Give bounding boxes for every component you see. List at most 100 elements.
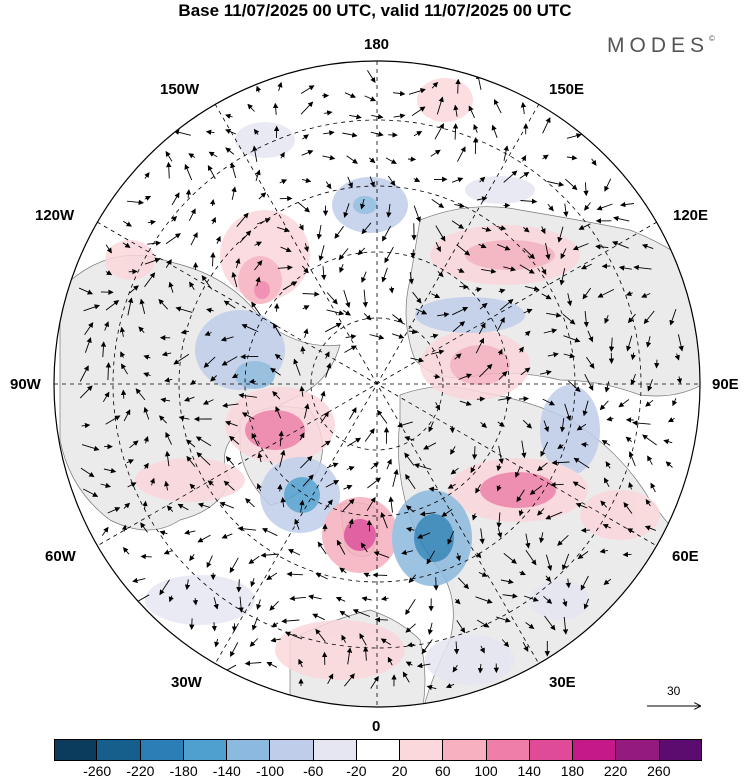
wind-vector: [557, 443, 564, 450]
wind-vector: [416, 662, 431, 669]
colorbar-cell: [529, 739, 574, 761]
wind-vector: [447, 483, 456, 489]
wind-vector: [223, 480, 235, 491]
wind-vector: [525, 550, 537, 566]
graticule: [54, 61, 700, 707]
wind-vector: [241, 324, 259, 333]
wind-vector: [402, 671, 410, 683]
wind-vector: [408, 328, 418, 335]
wind-vector: [575, 502, 588, 509]
wind-vector: [519, 171, 530, 179]
colorbar-cell: [227, 739, 271, 761]
wind-vector: [479, 645, 485, 654]
wind-vector: [188, 208, 196, 222]
wind-vector: [480, 421, 487, 428]
wind-vector: [84, 337, 92, 353]
wind-vector: [608, 337, 615, 352]
wind-vector: [515, 467, 521, 478]
wind-vector: [560, 248, 567, 260]
wind-vector: [103, 321, 109, 331]
wind-vector: [303, 328, 309, 338]
wind-vector: [261, 528, 278, 537]
wind-vector: [391, 333, 405, 339]
wind-vector: [327, 673, 334, 685]
wind-vector: [255, 85, 262, 93]
wind-vector: [647, 379, 653, 392]
wind-vector: [413, 177, 421, 182]
wind-vector: [454, 202, 466, 209]
wind-vector: [144, 195, 152, 201]
wind-vector: [576, 423, 587, 431]
wind-vector: [82, 488, 99, 497]
wind-vector: [140, 522, 148, 533]
wind-vector: [361, 596, 372, 602]
map-boundary: [53, 60, 701, 708]
wind-vector: [303, 243, 310, 253]
wind-vector: [435, 402, 441, 411]
wind-vector: [407, 156, 417, 162]
wind-vector: [437, 270, 444, 278]
wind-vector: [583, 311, 589, 328]
wind-vector: [564, 178, 578, 191]
wind-vector: [369, 157, 376, 164]
wind-vector: [289, 595, 306, 602]
wind-vector: [479, 528, 485, 545]
wind-vector: [221, 356, 238, 366]
wind-vector: [577, 551, 589, 560]
wind-vector: [225, 456, 235, 466]
wind-vector: [223, 300, 236, 309]
wind-vector: [184, 163, 193, 181]
wind-vector: [369, 334, 385, 340]
wind-vector: [342, 310, 351, 316]
wind-vector: [491, 124, 498, 138]
colorbar-tick-label: 260: [647, 763, 671, 779]
wind-vector: [250, 578, 256, 588]
wind-vector: [476, 396, 486, 402]
colorbar-tick-label: -260: [83, 763, 112, 779]
wind-vector: [541, 293, 552, 300]
wind-vector: [302, 305, 310, 311]
wind-vector: [674, 353, 680, 361]
wind-vector: [537, 508, 545, 516]
wind-vector: [164, 480, 170, 491]
wind-vector: [497, 421, 505, 427]
wind-vector: [207, 165, 216, 180]
wind-vector: [452, 665, 458, 673]
wind-vector: [343, 203, 350, 218]
wind-vector: [251, 432, 259, 447]
wind-vector: [302, 474, 314, 487]
wind-vector: [317, 541, 327, 555]
wind-vector: [381, 595, 389, 602]
wind-vector: [622, 551, 632, 558]
wind-vector: [435, 225, 446, 242]
wind-vector: [298, 223, 304, 231]
wind-vector: [369, 176, 375, 188]
wind-vector: [345, 334, 357, 340]
wind-vector: [641, 292, 651, 298]
colorbar-cell: [356, 739, 401, 761]
wind-vector: [562, 313, 576, 325]
wind-vector: [580, 575, 589, 591]
wind-vector: [252, 145, 258, 162]
wind-vector: [431, 199, 445, 209]
wind-vector: [229, 435, 240, 445]
wind-vector: [405, 473, 416, 490]
wind-vector: [185, 189, 192, 199]
wind-vector: [524, 285, 540, 292]
wind-vector: [280, 496, 286, 508]
wind-vector: [144, 257, 161, 265]
wind-vector: [665, 461, 673, 468]
wind-vector: [214, 638, 220, 648]
wind-vector: [452, 321, 466, 332]
wind-vector: [236, 579, 242, 593]
lon-label-30w: 30W: [171, 674, 202, 691]
wind-vector: [257, 218, 271, 225]
wind-vector: [404, 452, 415, 466]
colorbar-cell: [400, 739, 444, 761]
wind-vector: [470, 464, 476, 474]
wind-vector: [349, 114, 362, 120]
wind-vector: [663, 439, 673, 445]
wind-vector: [599, 400, 609, 411]
wind-vector: [423, 442, 437, 450]
wind-vector: [563, 353, 576, 359]
